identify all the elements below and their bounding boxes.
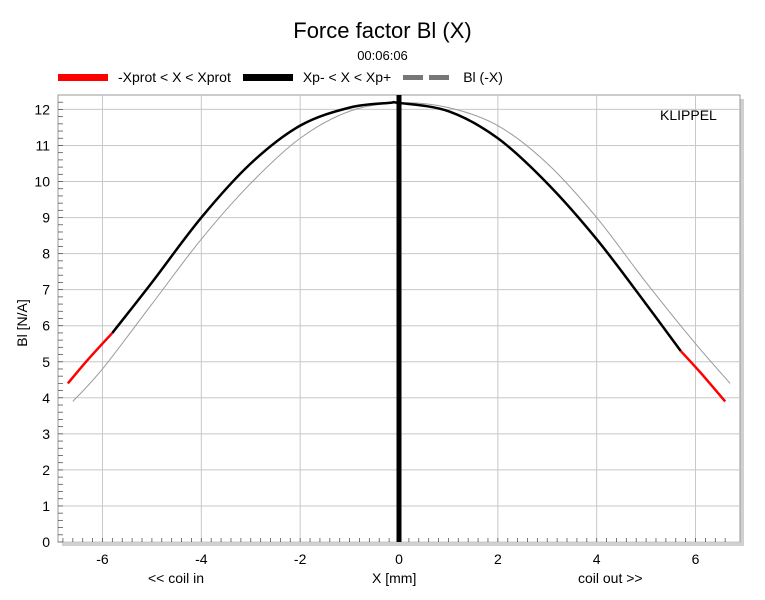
y-tick-label: 5	[42, 354, 50, 370]
chart-title: Force factor Bl (X)	[293, 18, 472, 43]
y-tick-label: 9	[42, 210, 50, 226]
x-tick-label: 4	[593, 551, 601, 567]
x-tick-label: 0	[395, 551, 403, 567]
y-tick-label: 3	[42, 426, 50, 442]
chart-subtitle: 00:06:06	[357, 48, 408, 63]
legend-label-xprot: -Xprot < X < Xprot	[118, 69, 231, 85]
y-tick-label: 10	[34, 174, 50, 190]
x-axis-label-right: coil out >>	[578, 570, 643, 586]
x-tick-label: -2	[294, 551, 307, 567]
legend-label-bl-neg-x: Bl (-X)	[463, 69, 503, 85]
legend-swatch-red	[58, 73, 108, 81]
series-xp	[111, 100, 682, 352]
y-tick-label: 0	[42, 534, 50, 550]
series-xprot-right	[679, 350, 727, 403]
y-tick-label: 6	[42, 318, 50, 334]
y-tick-label: 2	[42, 462, 50, 478]
x-tick-label: -6	[96, 551, 109, 567]
y-axis-label: Bl [N/A]	[14, 299, 30, 347]
y-tick-label: 11	[35, 137, 50, 153]
y-tick-label: 1	[42, 498, 50, 514]
x-tick-label: 6	[692, 551, 700, 567]
legend-swatch-black	[242, 73, 293, 81]
y-tick-label: 8	[42, 246, 50, 262]
legend-swatch-gray-dashed	[403, 74, 454, 80]
legend-label-xp: Xp- < X < Xp+	[302, 69, 392, 85]
watermark-text: KLIPPEL	[660, 107, 717, 123]
x-tick-label: 2	[494, 551, 502, 567]
x-axis-label-left: << coil in	[148, 570, 205, 586]
x-axis-label: X [mm]	[372, 570, 417, 586]
x-tick-label: -4	[195, 551, 208, 567]
legend: -Xprot < X < Xprot Xp- < X < Xp+ Bl (-X)	[58, 67, 515, 87]
series-xprot-left	[66, 332, 114, 385]
y-tick-label: 7	[42, 282, 50, 298]
y-tick-label: 4	[42, 390, 50, 406]
y-tick-label: 12	[34, 101, 50, 117]
